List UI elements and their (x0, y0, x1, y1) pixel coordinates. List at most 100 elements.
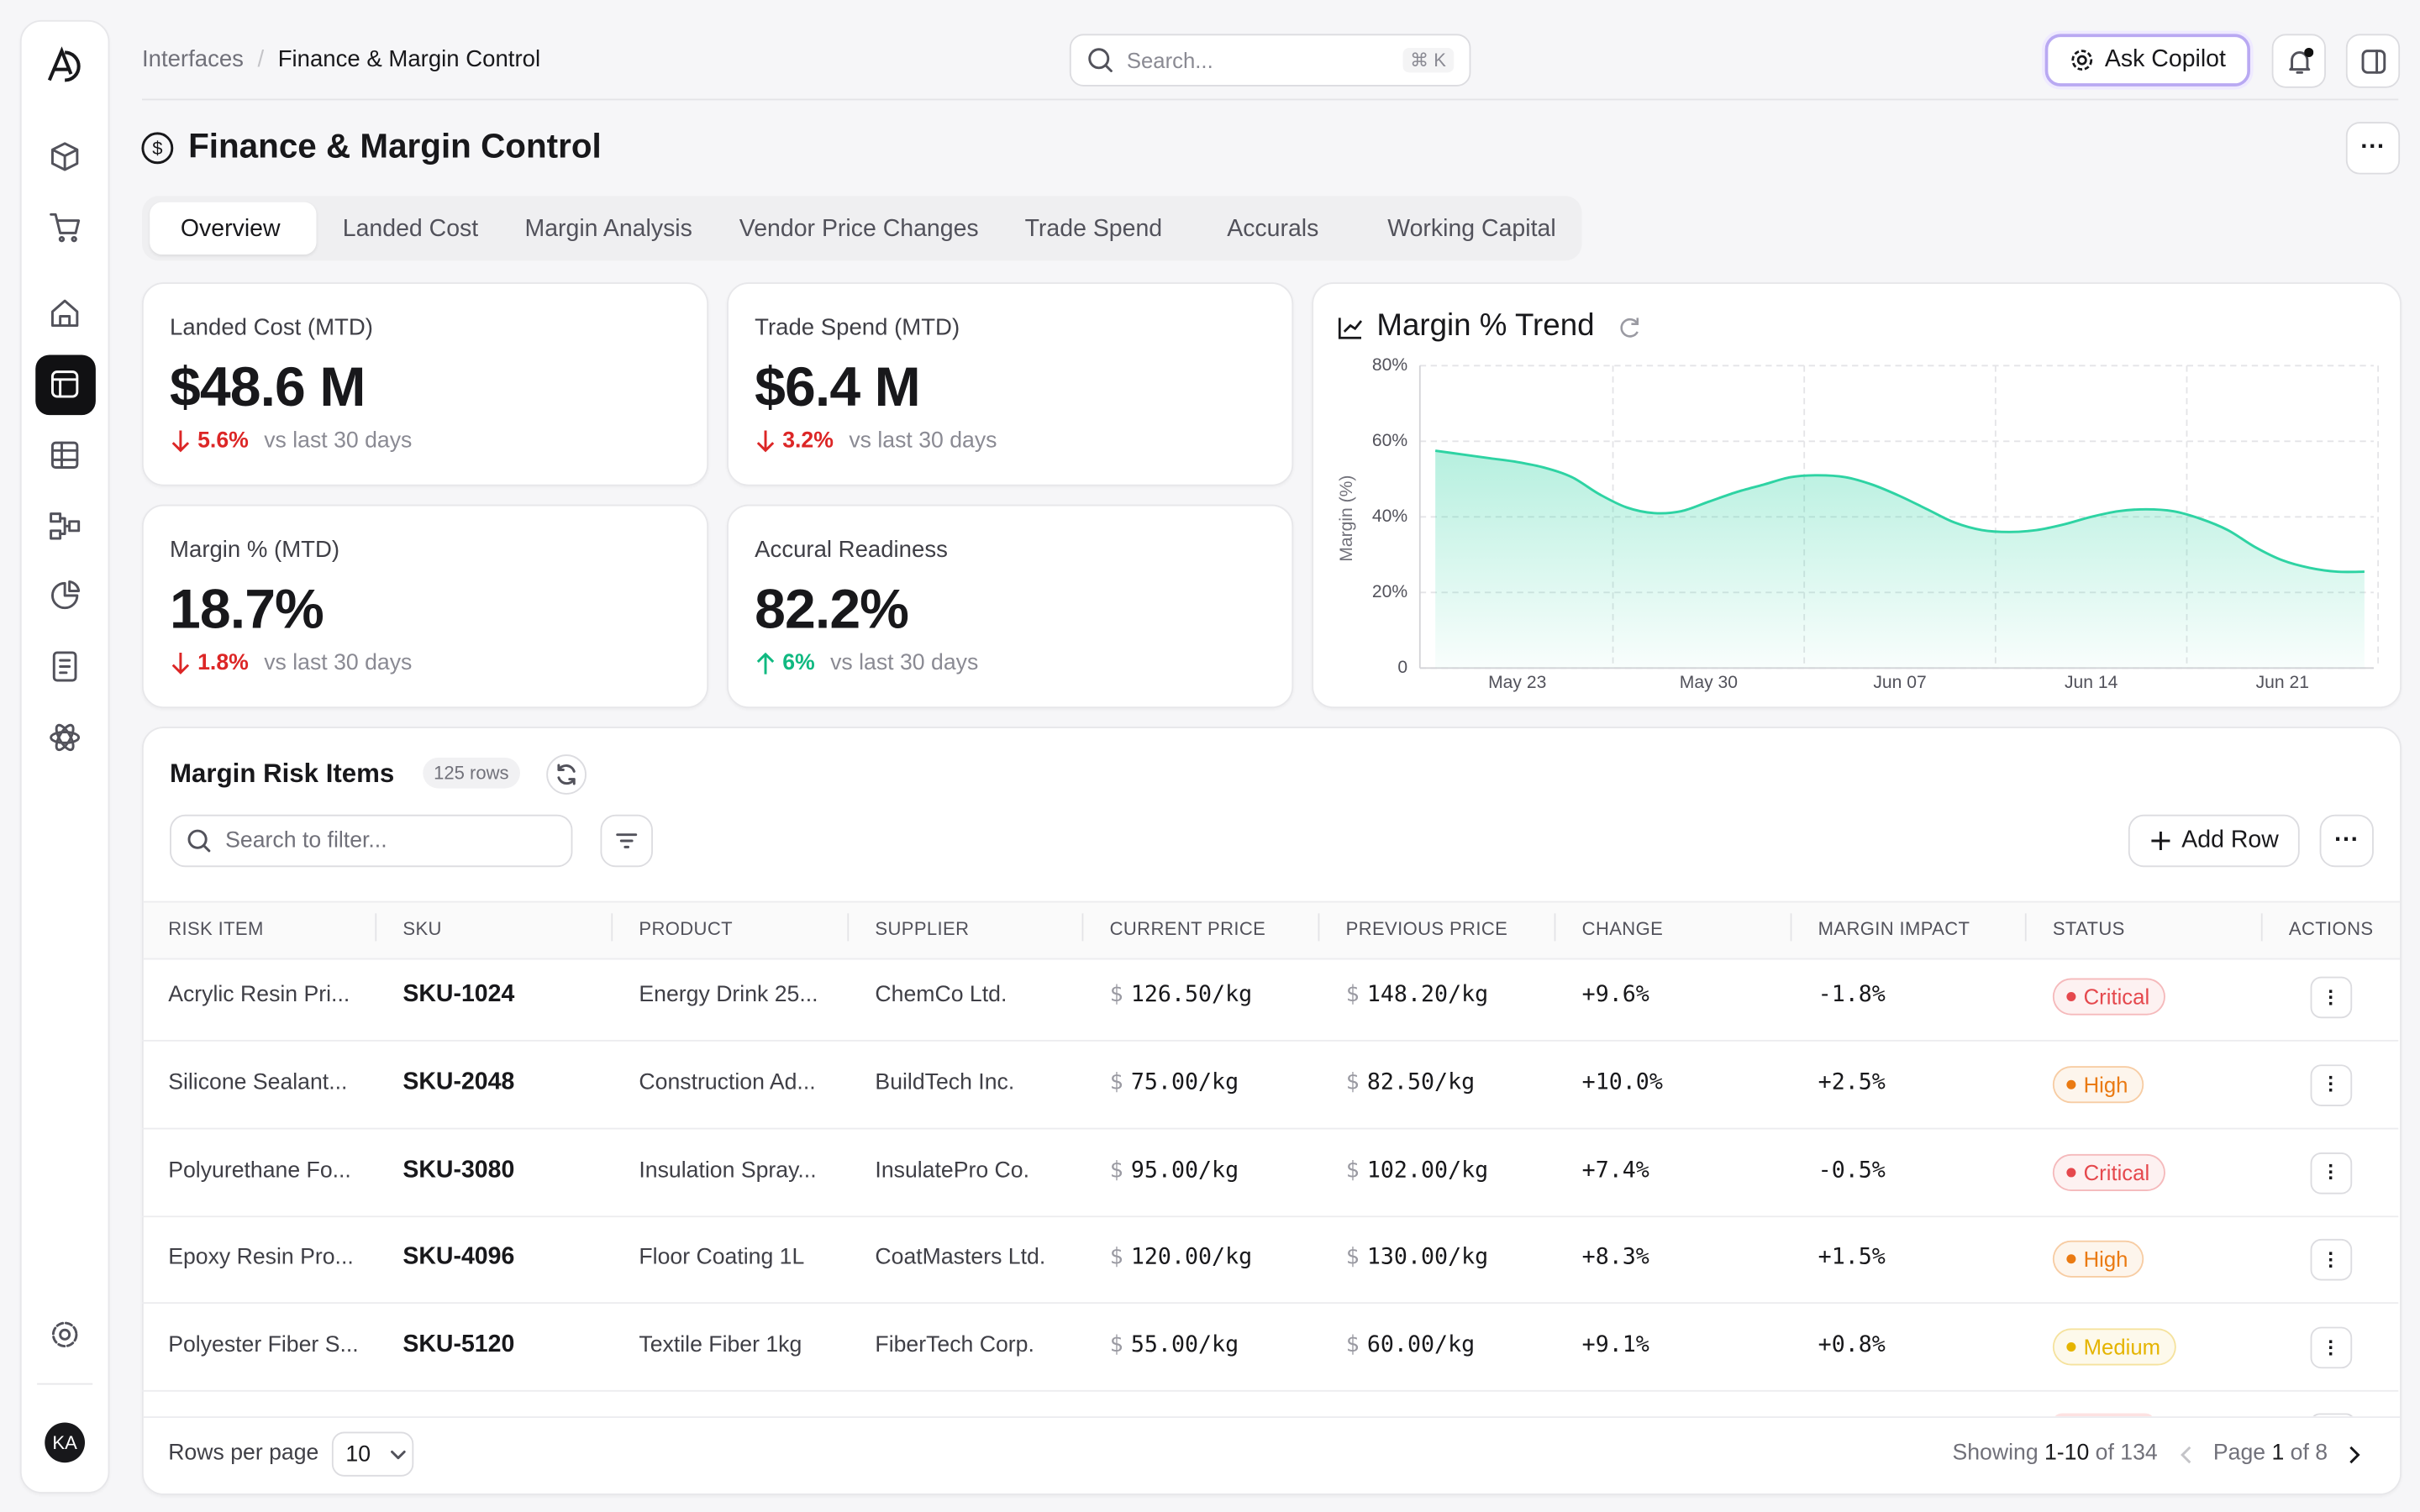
icon-part (756, 430, 775, 453)
tab[interactable]: Accurals (1227, 216, 1319, 243)
icon-part (55, 723, 75, 752)
kpi-card: Landed Cost (MTD) $48.6 M 5.6% vs last 30 d… (141, 282, 709, 486)
tab[interactable]: Landed Cost (342, 216, 479, 243)
sku-cell: SKU-3080 (402, 1156, 515, 1184)
status-label: High (2083, 1072, 2128, 1097)
column-header: PREVIOUS PRICE (1345, 917, 1508, 940)
row-actions-button[interactable]: · · · (2310, 1063, 2353, 1106)
tab[interactable]: Working Capital (1387, 216, 1556, 243)
icon-part (1104, 64, 1113, 72)
icon-part (2360, 49, 2386, 73)
add-row-button[interactable]: Add Row (2128, 814, 2300, 868)
panel-toggle[interactable] (2345, 34, 2401, 88)
kpi-change-note: vs last 30 days (264, 651, 413, 676)
next-page[interactable] (2346, 1446, 2361, 1464)
breadcrumb-item[interactable]: Interfaces (141, 46, 244, 73)
nav-tables (50, 441, 79, 470)
column-header: ACTIONS (2288, 917, 2374, 940)
icon-part (55, 723, 75, 752)
price: 55.00/kg (1130, 1333, 1239, 1358)
price: 82.50/kg (1366, 1070, 1476, 1095)
row-divider (141, 1215, 2399, 1217)
column-divider (1081, 913, 1084, 942)
currency: $ (1345, 983, 1360, 1008)
x-tick-label: May 23 (1488, 673, 1546, 692)
row-divider (141, 1302, 2399, 1305)
change-cell: +10.0% (1581, 1070, 1663, 1095)
icon-part (50, 731, 81, 744)
rows-per-page-label: Rows per page (168, 1441, 319, 1466)
kpi-arrow (756, 430, 775, 453)
kpi-arrow (171, 430, 190, 453)
breadcrumb-current: Finance & Margin Control (277, 46, 541, 73)
tab[interactable]: Vendor Price Changes (739, 216, 979, 243)
y-axis-label: Margin (%) (1337, 475, 1356, 562)
showing-range: 1-10 (2044, 1441, 2090, 1466)
search-box[interactable]: Search... ⌘ K (1069, 34, 1471, 87)
chart-icon (1338, 318, 1363, 339)
tab[interactable]: Trade Spend (1024, 216, 1163, 243)
status-pill: Critical (2052, 978, 2165, 1016)
kpi-value: 18.7% (170, 576, 324, 641)
risk-item-cell: Silicone Sealant... (168, 1070, 348, 1095)
x-tick-label: Jun 07 (1873, 673, 1926, 692)
price-cell: $148.20/kg (1346, 983, 1489, 1007)
icon-part (64, 50, 81, 82)
nav-flows (50, 512, 81, 540)
row-divider (141, 1390, 2399, 1393)
price: 102.00/kg (1366, 1158, 1489, 1184)
dots: · · · (2328, 1154, 2335, 1190)
margin-impact-cell: +1.5% (1818, 1245, 1886, 1271)
change-cell: +9.1% (1581, 1333, 1649, 1358)
column-divider (611, 913, 613, 942)
kpi-card: Margin % (MTD) 18.7% 1.8% vs last 30 days (141, 504, 709, 709)
chart-title: Margin % Trend (1376, 307, 1594, 342)
page-menu-button[interactable]: ··· (2345, 122, 2401, 175)
table-footer (143, 1416, 2401, 1494)
nav-home (50, 299, 79, 328)
price: 75.00/kg (1130, 1070, 1239, 1095)
icon-part (59, 517, 71, 535)
table-menu-button[interactable]: ··· (2319, 814, 2374, 868)
column-header: RISK ITEM (168, 917, 264, 940)
icon-part (58, 236, 66, 243)
dots: · · · (2328, 1242, 2335, 1278)
rows-per-page-select[interactable]: 10 (331, 1431, 414, 1477)
currency: $ (1345, 1333, 1360, 1358)
refresh-button[interactable] (546, 754, 587, 795)
tab[interactable]: Margin Analysis (524, 216, 692, 243)
y-tick-label: 40% (1372, 507, 1407, 526)
dots: · · · (2328, 979, 2335, 1015)
row-actions-button[interactable]: · · · (2310, 1152, 2353, 1194)
supplier-cell: CoatMasters Ltd. (875, 1245, 1046, 1271)
y-tick-label: 80% (1372, 355, 1407, 375)
kpi-change-note: vs last 30 days (264, 428, 413, 454)
row-actions-button[interactable]: · · · (2310, 1326, 2353, 1369)
breadcrumb: Interfaces / Finance & Margin Control (142, 46, 540, 72)
kpi-change-value: 6% (782, 651, 815, 676)
row-actions-button[interactable]: · · · (2310, 976, 2353, 1019)
bell-icon (2288, 47, 2313, 73)
filter-input[interactable]: Search to filter... (170, 814, 573, 868)
column-header: SKU (402, 917, 442, 940)
notifications-button[interactable] (2271, 34, 2326, 88)
table-header-bg (143, 900, 2401, 960)
row-actions-button[interactable]: · · · (2310, 1239, 2353, 1282)
price: 126.50/kg (1130, 983, 1253, 1008)
ask-copilot-button[interactable]: Ask Copilot (2044, 34, 2250, 87)
sku-cell: SKU-5120 (402, 1331, 515, 1358)
risk-item-cell: Acrylic Resin Pri... (168, 983, 350, 1008)
supplier-cell: BuildTech Inc. (875, 1070, 1015, 1095)
sidebar-icons: KA (35, 46, 96, 1463)
filter-button[interactable] (600, 814, 653, 868)
icon-part (616, 833, 638, 848)
kpi-change: 5.6% vs last 30 days (170, 429, 412, 454)
y-tick-label: 20% (1372, 582, 1407, 601)
kpi-value: $6.4 M (755, 354, 921, 418)
tab[interactable]: Overview (180, 216, 281, 243)
kpi-value: 82.2% (755, 576, 909, 641)
prev-page[interactable] (2179, 1446, 2194, 1464)
kpi-change: 3.2% vs last 30 days (755, 429, 997, 454)
kpi-value: $48.6 M (170, 354, 366, 418)
